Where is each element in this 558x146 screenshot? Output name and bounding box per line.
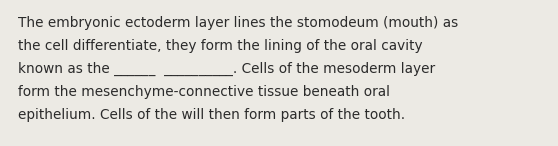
Text: known as the ______  __________. Cells of the mesoderm layer: known as the ______ __________. Cells of… <box>18 62 435 76</box>
Text: form the mesenchyme-connective tissue beneath oral: form the mesenchyme-connective tissue be… <box>18 85 390 99</box>
Text: epithelium. Cells of the will then form parts of the tooth.: epithelium. Cells of the will then form … <box>18 108 405 122</box>
Text: The embryonic ectoderm layer lines the stomodeum (mouth) as: The embryonic ectoderm layer lines the s… <box>18 16 458 30</box>
Text: the cell differentiate, they form the lining of the oral cavity: the cell differentiate, they form the li… <box>18 39 422 53</box>
